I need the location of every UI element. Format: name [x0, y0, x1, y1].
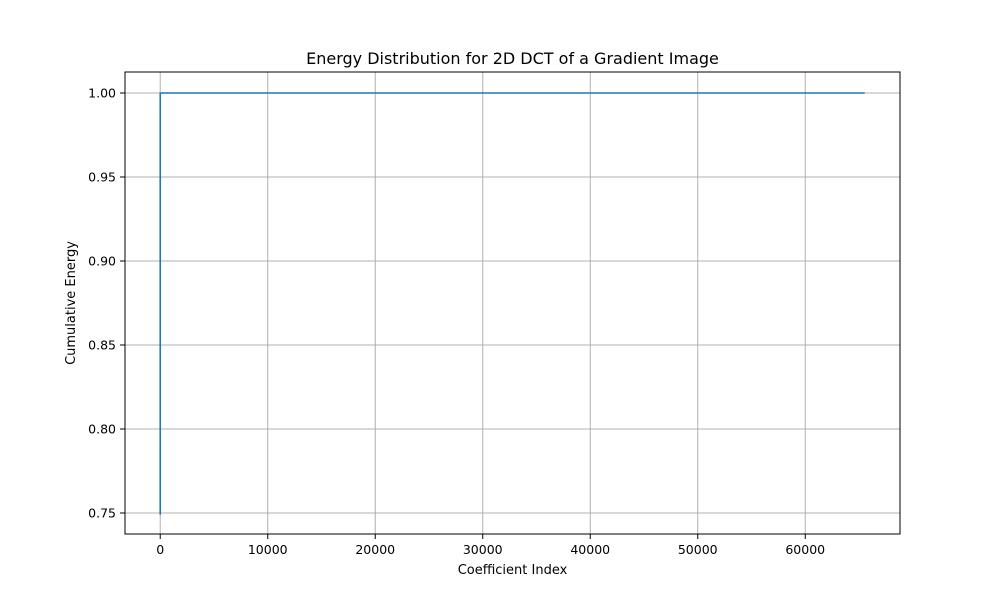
series-line	[159, 92, 865, 515]
tick-layer: 0 10000 20000 30000 40000 50000 60000 0.75 0.80 0…	[88, 86, 825, 558]
y-tick-label: 0.95	[88, 170, 116, 185]
y-tick-label: 0.80	[88, 422, 116, 437]
y-tick-label: 0.75	[88, 506, 116, 521]
y-tick-label: 0.85	[88, 338, 116, 353]
y-tick-label: 0.90	[88, 254, 116, 269]
series-layer	[159, 92, 865, 515]
x-tick-label: 50000	[678, 542, 718, 557]
plot-frame	[124, 71, 901, 535]
x-tick-label: 30000	[463, 542, 503, 557]
x-tick-label: 10000	[248, 542, 288, 557]
y-axis-label: Cumulative Energy	[64, 241, 79, 365]
x-tick-label: 60000	[785, 542, 825, 557]
chart-title: Energy Distribution for 2D DCT of a Grad…	[306, 49, 719, 68]
x-tick-label: 40000	[570, 542, 610, 557]
x-tick-label: 20000	[355, 542, 395, 557]
y-tick-label: 1.00	[88, 86, 116, 101]
x-axis-label: Coefficient Index	[458, 563, 568, 578]
x-tick-label: 0	[156, 542, 164, 557]
